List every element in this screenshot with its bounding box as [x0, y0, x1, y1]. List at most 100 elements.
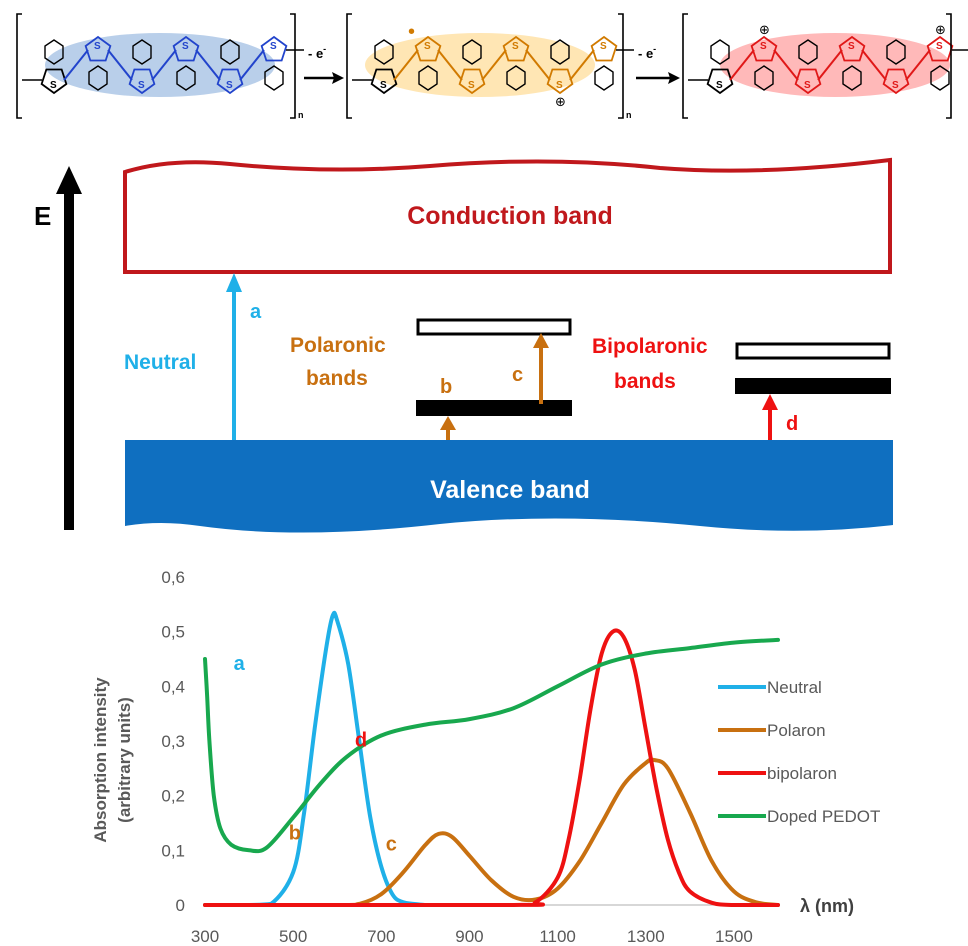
chart-annotation-c: c	[386, 833, 397, 855]
dioxane-ring	[930, 65, 950, 91]
sulfur-atom-label: S	[936, 41, 943, 52]
y-axis-label-line2: (arbitrary units)	[115, 697, 134, 823]
repeat-subscript-1: n	[298, 110, 304, 120]
positive-charge-mark: ⊕	[935, 22, 946, 37]
arrow-label-c: c	[512, 364, 523, 386]
sulfur-atom-label: S	[848, 41, 855, 52]
electron-superscript-2: -	[653, 44, 656, 54]
inter-ring-bond	[481, 49, 507, 81]
y-tick-label: 0,5	[161, 623, 185, 642]
sulfur-atom-label: S	[270, 41, 277, 52]
dioxane-ring	[44, 39, 64, 65]
sulfur-atom-label: S	[804, 80, 811, 91]
arrow-label-b: b	[440, 376, 452, 398]
inter-ring-bond	[393, 49, 419, 81]
bracket-left-1	[16, 13, 952, 119]
x-tick-label: 500	[279, 927, 307, 946]
sulfur-atom-label: S	[380, 80, 387, 91]
valence-band-label: Valence band	[430, 476, 590, 504]
x-tick-labels: 300 500 700 900 1100 1300 1500	[191, 927, 753, 946]
chart-annotation-d: d	[355, 729, 367, 751]
thiophene-ring	[838, 35, 866, 62]
polaronic-label-line2: bands	[306, 367, 368, 390]
dioxane-ring	[132, 39, 152, 65]
neutral-label: Neutral	[124, 351, 196, 374]
sulfur-atom-label: S	[600, 41, 607, 52]
bipolaron-transition-d-arrow	[762, 394, 778, 440]
electron-superscript-1: -	[323, 44, 326, 54]
neutral-chain-glow	[45, 33, 275, 97]
valence-band-shape	[125, 440, 893, 533]
y-tick-label: 0	[176, 896, 185, 915]
inter-ring-bond	[151, 49, 177, 81]
chart-annotation-b: b	[289, 822, 301, 844]
thiophene-ring	[750, 35, 778, 62]
sulfur-atom-label: S	[892, 80, 899, 91]
polaron-transition-b-arrow	[440, 416, 456, 440]
dioxane-ring	[842, 65, 862, 91]
series-line-bipolaron	[203, 628, 780, 908]
dioxane-ring	[418, 65, 438, 91]
thiophene-ring	[260, 35, 288, 62]
thiophene-ring	[40, 68, 68, 95]
thiophene-ring	[590, 35, 618, 62]
x-tick-label: 900	[455, 927, 483, 946]
legend-label: bipolaron	[767, 764, 837, 783]
sulfur-atom-label: S	[716, 80, 723, 91]
thiophene-ring	[370, 68, 398, 95]
sulfur-atom-label: S	[182, 41, 189, 52]
polaron-pedot-chain: S S • S S S ⊕ S	[352, 21, 634, 109]
sulfur-atom-label: S	[94, 41, 101, 52]
thiophene-ring	[216, 68, 244, 95]
chart-annotation-a: a	[234, 653, 246, 675]
dioxane-ring	[594, 65, 614, 91]
x-tick-label: 300	[191, 927, 219, 946]
dioxane-ring	[710, 39, 730, 65]
legend-label: Neutral	[767, 678, 822, 697]
energy-axis	[56, 166, 82, 530]
sulfur-atom-label: S	[468, 80, 475, 91]
y-tick-label: 0,4	[161, 677, 185, 696]
dioxane-ring	[754, 65, 774, 91]
inter-ring-bond	[729, 49, 755, 81]
dioxane-ring	[462, 39, 482, 65]
sulfur-atom-label: S	[760, 41, 767, 52]
neutral-pedot-chain: S S S S S S	[22, 35, 304, 95]
thiophene-ring	[84, 35, 112, 62]
absorption-chart: 0 0,1 0,2 0,3 0,4 0,5 0,6 300 500 700 900 1100 1300…	[91, 568, 880, 946]
electron-step-label-1: - e	[308, 46, 323, 61]
y-tick-label: 0,2	[161, 787, 185, 806]
bipolaron-lower-band	[735, 378, 891, 394]
repeat-subscript-2: n	[626, 110, 632, 120]
dioxane-ring	[550, 39, 570, 65]
arrow-label-a: a	[250, 301, 262, 323]
inter-ring-bond	[525, 49, 551, 81]
inter-ring-bond	[195, 49, 221, 81]
series-line-neutral	[203, 610, 428, 907]
thiophene-ring	[414, 35, 442, 62]
legend-label: Polaron	[767, 721, 826, 740]
svg-text:- e-: - e-	[308, 44, 326, 61]
sulfur-atom-label: S	[226, 80, 233, 91]
bipolaron-chain-glow	[720, 33, 950, 97]
thiophene-ring	[502, 35, 530, 62]
inter-ring-bond	[437, 49, 463, 81]
inter-ring-bond	[861, 49, 887, 81]
sulfur-atom-label: S	[556, 80, 563, 91]
polaron-lower-band	[416, 400, 572, 416]
x-axis-label: λ (nm)	[800, 896, 854, 916]
chart-legend: Neutral Polaron bipolaron Doped PEDOT	[718, 678, 880, 826]
x-tick-label: 1100	[539, 927, 576, 946]
dioxane-ring	[264, 65, 284, 91]
dioxane-ring	[798, 39, 818, 65]
dioxane-ring	[176, 65, 196, 91]
neutral-transition-arrow	[226, 273, 242, 440]
polaron-transition-c-arrow	[533, 333, 549, 404]
dioxane-ring	[220, 39, 240, 65]
thiophene-ring	[706, 68, 734, 95]
sulfur-atom-label: S	[50, 80, 57, 91]
bipolaronic-label-line2: bands	[614, 370, 676, 393]
bipolaronic-label-line1: Bipolaronic	[592, 335, 708, 358]
